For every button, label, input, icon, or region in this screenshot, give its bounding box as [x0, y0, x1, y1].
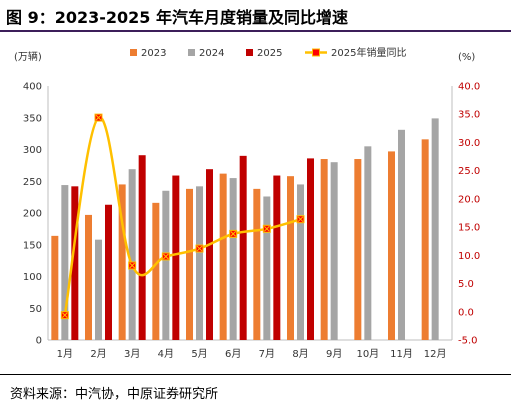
bar-2025	[206, 169, 213, 340]
bar-2023	[219, 173, 227, 340]
bar-2024	[364, 146, 372, 340]
bar-2023	[118, 184, 126, 340]
right-tick-label: 5.0	[458, 279, 474, 290]
bar-2024	[95, 239, 102, 340]
bar-2024	[263, 196, 271, 340]
bar-2023	[287, 176, 294, 340]
bar-2025	[239, 155, 247, 340]
chart: (万辆) (%) 0 50 100 150 200 250 300 350 400 -5.0 0.0 5.…	[14, 46, 480, 360]
bar-2023	[320, 159, 328, 340]
legend-label-2024: 2024	[199, 48, 224, 59]
yoy-marker-cross	[297, 216, 304, 223]
left-tick-label: 150	[23, 240, 42, 251]
right-tick-label: 40.0	[458, 82, 480, 93]
yoy-marker-cross	[263, 225, 270, 232]
bar-2023	[85, 214, 92, 340]
yoy-marker-cross	[129, 262, 136, 269]
left-axis-unit: (万辆)	[14, 50, 42, 63]
right-tick-label: 30.0	[458, 138, 480, 149]
left-tick-label: 200	[23, 209, 42, 220]
legend-swatch-marker	[312, 48, 320, 57]
source-note: 资料来源：中汽协，中原证券研究所	[10, 387, 219, 402]
right-tick-label: 0.0	[458, 307, 474, 318]
x-tick-label: 7月	[259, 348, 275, 360]
legend-swatch-2023	[130, 49, 137, 56]
title-rule	[0, 30, 511, 32]
bar-2024	[196, 186, 203, 340]
bar-2024	[61, 185, 69, 340]
x-tick-label: 9月	[326, 348, 342, 360]
bar-2023	[354, 159, 362, 340]
bar-2023	[253, 188, 261, 340]
bar-2025	[172, 175, 180, 340]
bar-2025	[71, 186, 79, 340]
bar-2025	[273, 175, 281, 340]
left-tick-label: 250	[23, 177, 42, 188]
left-tick-label: 0	[36, 336, 42, 347]
yoy-marker-cross	[61, 312, 68, 319]
bar-2023	[51, 235, 59, 340]
legend-label-2023: 2023	[141, 48, 166, 59]
x-tick-label: 1月	[57, 348, 73, 360]
legend-swatch-2025	[246, 49, 253, 56]
bar-2023	[152, 202, 160, 340]
right-tick-label: 35.0	[458, 110, 480, 121]
left-tick-label: 300	[23, 145, 42, 156]
right-tick-label: 10.0	[458, 251, 480, 262]
x-tick-label: 10月	[356, 348, 379, 360]
x-tick-label: 8月	[292, 348, 308, 360]
bar-2023	[388, 151, 395, 340]
right-tick-label: 20.0	[458, 194, 480, 205]
right-tick-label: 25.0	[458, 166, 480, 177]
x-tick-label: 4月	[158, 348, 174, 360]
yoy-marker-cross	[95, 114, 102, 121]
x-tick-label: 12月	[424, 348, 447, 360]
left-tick-label: 100	[23, 272, 42, 283]
bar-2024	[162, 190, 170, 340]
x-tick-label: 5月	[191, 348, 207, 360]
left-tick-label: 350	[23, 113, 42, 124]
bar-2024	[431, 118, 439, 340]
yoy-marker-cross	[162, 253, 169, 260]
bar-2024	[229, 178, 237, 340]
right-axis-unit: (%)	[458, 52, 475, 63]
bar-2024	[398, 129, 405, 340]
bar-2025	[138, 155, 146, 340]
bar-2024	[330, 162, 338, 340]
left-tick-label: 400	[23, 82, 42, 93]
bar-2024	[297, 184, 304, 340]
yoy-marker-cross	[196, 245, 203, 252]
bar-2023	[421, 139, 429, 340]
legend-label-line: 2025年销量同比	[331, 46, 406, 59]
figure-title: 图 9：2023-2025 年汽车月度销量及同比增速	[6, 8, 348, 27]
left-tick-label: 50	[29, 304, 42, 315]
yoy-marker-cross	[230, 231, 237, 237]
right-tick-label: -5.0	[458, 336, 478, 347]
x-tick-label: 2月	[90, 348, 106, 360]
x-tick-label: 6月	[225, 348, 241, 360]
x-tick-label: 11月	[390, 348, 413, 360]
legend-swatch-2024	[188, 49, 195, 56]
bar-2025	[307, 158, 314, 340]
bar-2024	[128, 169, 136, 340]
legend-label-2025: 2025	[257, 48, 282, 59]
right-tick-label: 15.0	[458, 223, 480, 234]
bar-2025	[105, 204, 112, 340]
bar-2023	[186, 188, 193, 340]
x-tick-label: 3月	[124, 348, 140, 360]
source-rule	[0, 374, 511, 375]
